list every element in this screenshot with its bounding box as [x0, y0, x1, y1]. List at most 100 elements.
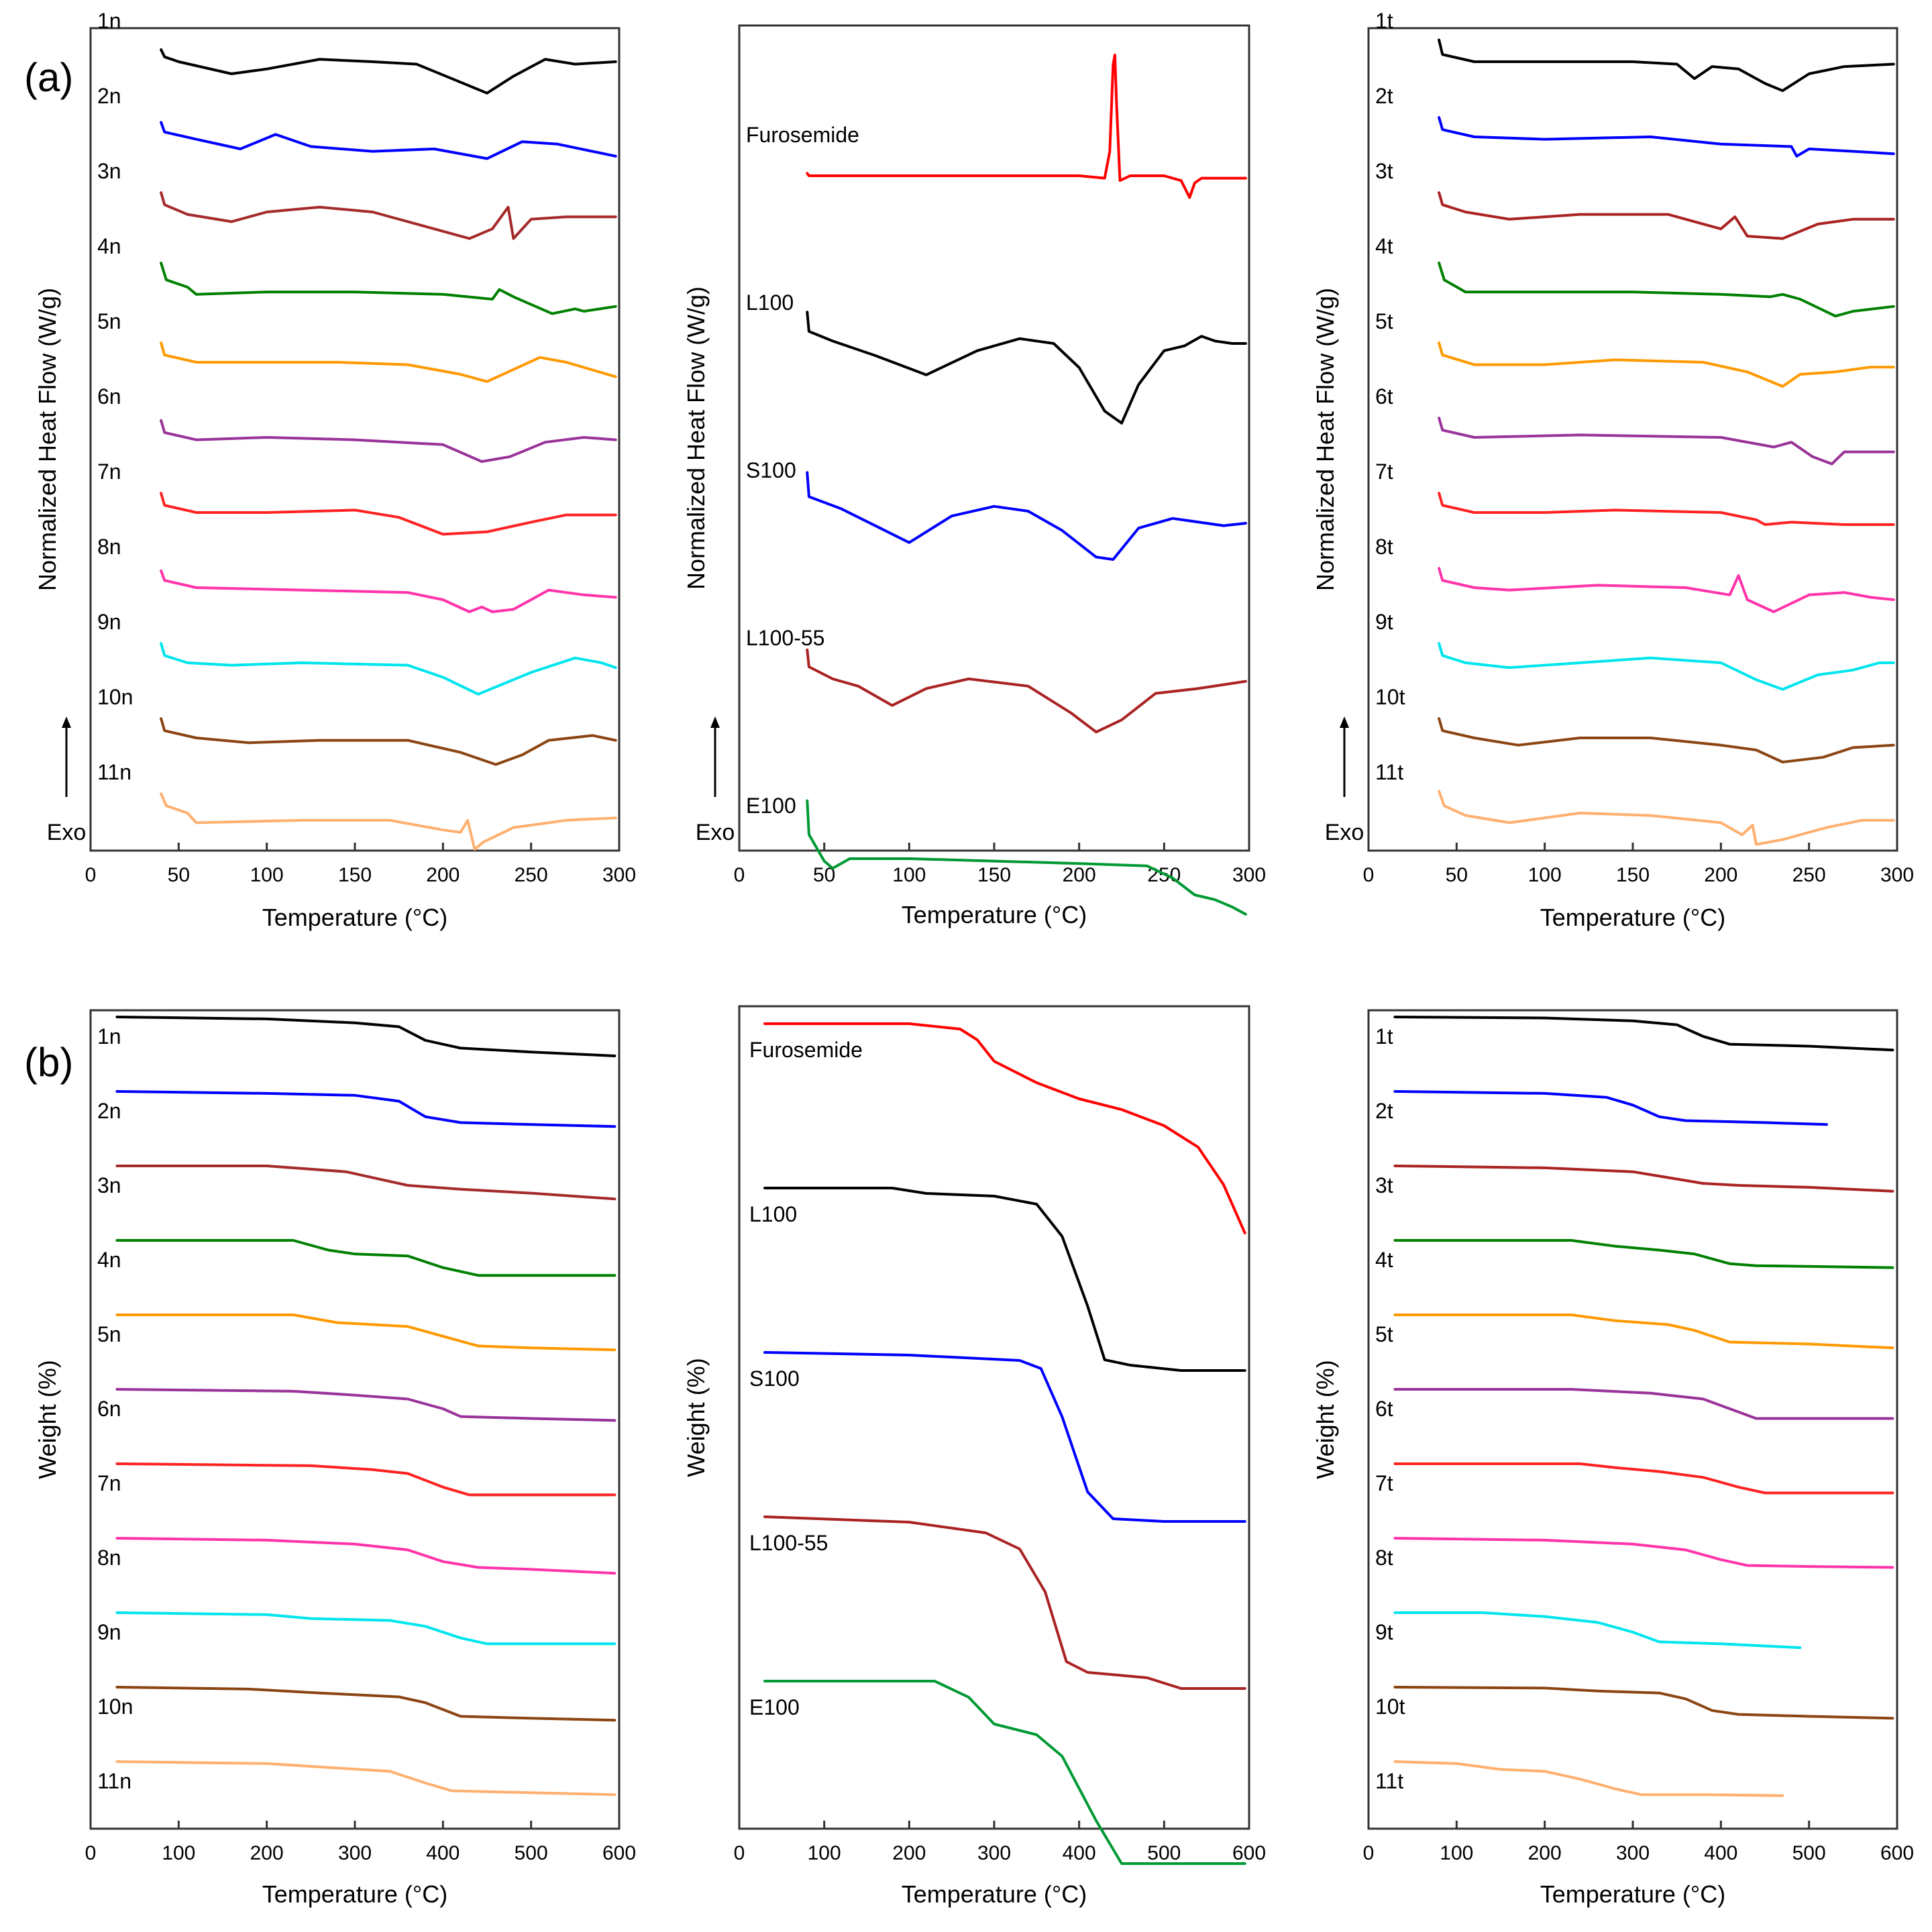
dsc-middle-series-label-l100: L100: [746, 290, 794, 315]
dsc-right-x-axis-title: Temperature (°C): [1540, 904, 1725, 931]
tga-middle-xtick-label-500: 500: [1147, 1842, 1181, 1864]
dsc-left-exo-arrow-head: [62, 716, 71, 728]
dsc-left-series-8n: [160, 569, 617, 613]
dsc-left-series-label-5n: 5n: [97, 309, 121, 333]
tga-left-panel: 0 100 200 300 400 500 600 Temperature (°C) Weigh…: [34, 1009, 636, 1908]
panels-group: 0 50 100 150 200 250 300 Temperature (°C) Normal…: [34, 9, 1914, 1908]
dsc-left-series-label-3n: 3n: [97, 159, 121, 183]
tga-middle-series-label-s100: S100: [749, 1366, 800, 1391]
dsc-left-series-label-9n: 9n: [97, 610, 121, 634]
tga-middle-series-l100-55: [763, 1515, 1246, 1690]
tga-middle-series-label-l100: L100: [749, 1202, 797, 1226]
dsc-right-series-6t: [1438, 417, 1895, 466]
dsc-right-series-4t: [1438, 262, 1895, 318]
tga-middle-xtick-label-200: 200: [892, 1842, 926, 1864]
dsc-left-series-5n: [160, 341, 617, 383]
tga-right-xtick-label-0: 0: [1363, 1842, 1375, 1864]
tga-left-series-2n: [115, 1090, 616, 1128]
dsc-middle-xtick-label-200: 200: [1063, 864, 1096, 886]
row-label-a: (a): [24, 55, 73, 100]
dsc-left-series-11n: [160, 792, 617, 851]
dsc-middle-series-l100: [806, 311, 1247, 425]
tga-right-series-8t: [1393, 1537, 1894, 1569]
dsc-right-series-label-3t: 3t: [1375, 159, 1393, 183]
tga-left-xtick-label-0: 0: [85, 1842, 97, 1864]
tga-middle-series-l100: [763, 1187, 1246, 1372]
dsc-left-series-2n: [160, 121, 617, 160]
dsc-left-y-axis-title: Normalized Heat Flow (W/g): [34, 288, 61, 591]
tga-left-series-9n: [115, 1611, 616, 1646]
tga-middle-panel: 0 100 200 300 400 500 600 Temperature (°C) Weigh…: [682, 1005, 1266, 1908]
tga-left-series-11n: [115, 1760, 616, 1796]
dsc-left-series-6n: [160, 419, 617, 463]
dsc-left-series-label-10n: 10n: [97, 685, 133, 709]
tga-right-y-axis-title: Weight (%): [1311, 1360, 1339, 1479]
tga-right-x-axis-title: Temperature (°C): [1540, 1880, 1725, 1908]
tga-middle-series-s100: [763, 1351, 1246, 1523]
tga-left-series-label-11n: 11n: [97, 1769, 131, 1793]
tga-right-series-label-7t: 7t: [1375, 1471, 1393, 1495]
dsc-left-series-label-6n: 6n: [97, 384, 121, 409]
dsc-right-xtick-label-0: 0: [1363, 864, 1375, 886]
tga-left-xtick-label-100: 100: [162, 1842, 195, 1864]
dsc-left-series-label-7n: 7n: [97, 460, 121, 484]
tga-right-series-11t: [1393, 1760, 1784, 1797]
tga-right-series-5t: [1393, 1313, 1894, 1350]
dsc-right-series-label-8t: 8t: [1375, 535, 1393, 559]
tga-left-series-5n: [115, 1313, 616, 1352]
tga-left-series-8n: [115, 1537, 616, 1575]
tga-middle-xtick-label-300: 300: [977, 1842, 1011, 1864]
dsc-left-xtick-label-0: 0: [85, 864, 97, 886]
tga-left-xtick-label-600: 600: [602, 1842, 636, 1864]
dsc-right-series-label-9t: 9t: [1375, 610, 1393, 634]
dsc-left-xtick-label-50: 50: [168, 864, 190, 886]
dsc-middle-series-label-e100: E100: [746, 794, 796, 818]
tga-left-series-label-10n: 10n: [97, 1695, 133, 1719]
tga-middle-xtick-label-100: 100: [808, 1842, 841, 1864]
dsc-middle-series-l100-55: [806, 648, 1247, 734]
tga-right-series-7t: [1393, 1462, 1894, 1495]
dsc-right-series-5t: [1438, 341, 1895, 388]
tga-right-series-6t: [1393, 1388, 1894, 1420]
dsc-middle-x-axis-title: Temperature (°C): [902, 901, 1087, 928]
dsc-right-series-label-2t: 2t: [1375, 84, 1393, 108]
tga-middle-series-label-furosemide: Furosemide: [749, 1038, 863, 1062]
tga-right-series-label-10t: 10t: [1375, 1695, 1405, 1719]
tga-right-series-label-2t: 2t: [1375, 1099, 1393, 1123]
dsc-right-series-label-11t: 11t: [1375, 760, 1403, 784]
dsc-right-series-1t: [1438, 38, 1895, 93]
dsc-left-panel: 0 50 100 150 200 250 300 Temperature (°C) Normal…: [34, 9, 636, 931]
tga-middle-xtick-label-600: 600: [1232, 1842, 1266, 1864]
dsc-right-panel: 0 50 100 150 200 250 300 Temperature (°C) Normal…: [1311, 9, 1914, 931]
tga-left-series-label-8n: 8n: [97, 1546, 121, 1570]
row-label-b: (b): [24, 1040, 73, 1085]
dsc-middle-series-e100: [806, 799, 1247, 916]
dsc-right-xtick-label-100: 100: [1528, 864, 1562, 886]
dsc-left-x-axis-title: Temperature (°C): [262, 904, 447, 931]
dsc-right-series-11t: [1438, 790, 1895, 846]
tga-middle-series-furosemide: [763, 1022, 1246, 1234]
tga-right-xtick-label-300: 300: [1616, 1842, 1650, 1864]
tga-right-series-4t: [1393, 1239, 1894, 1269]
tga-left-xtick-label-200: 200: [250, 1842, 284, 1864]
dsc-left-series-3n: [160, 191, 617, 240]
tga-right-series-label-4t: 4t: [1375, 1248, 1393, 1272]
dsc-right-xtick-label-50: 50: [1446, 864, 1468, 886]
tga-right-series-label-8t: 8t: [1375, 1546, 1393, 1570]
dsc-left-xtick-label-200: 200: [426, 864, 460, 886]
dsc-middle-series-label-s100: S100: [746, 458, 796, 482]
dsc-right-xtick-label-200: 200: [1704, 864, 1737, 886]
tga-right-series-1t: [1393, 1016, 1894, 1052]
dsc-middle-series-label-furosemide: Furosemide: [746, 123, 859, 147]
dsc-left-series-label-4n: 4n: [97, 234, 121, 258]
dsc-right-y-axis-title: Normalized Heat Flow (W/g): [1311, 288, 1339, 591]
tga-left-series-3n: [115, 1165, 616, 1201]
tga-left-series-1n: [115, 1016, 616, 1057]
tga-left-series-label-3n: 3n: [97, 1173, 121, 1197]
dsc-right-series-label-4t: 4t: [1375, 234, 1393, 258]
dsc-left-xtick-label-100: 100: [250, 864, 284, 886]
dsc-left-xtick-label-150: 150: [338, 864, 372, 886]
tga-right-series-3t: [1393, 1165, 1894, 1193]
tga-right-xtick-label-100: 100: [1440, 1842, 1473, 1864]
dsc-middle-series-s100: [806, 471, 1247, 561]
